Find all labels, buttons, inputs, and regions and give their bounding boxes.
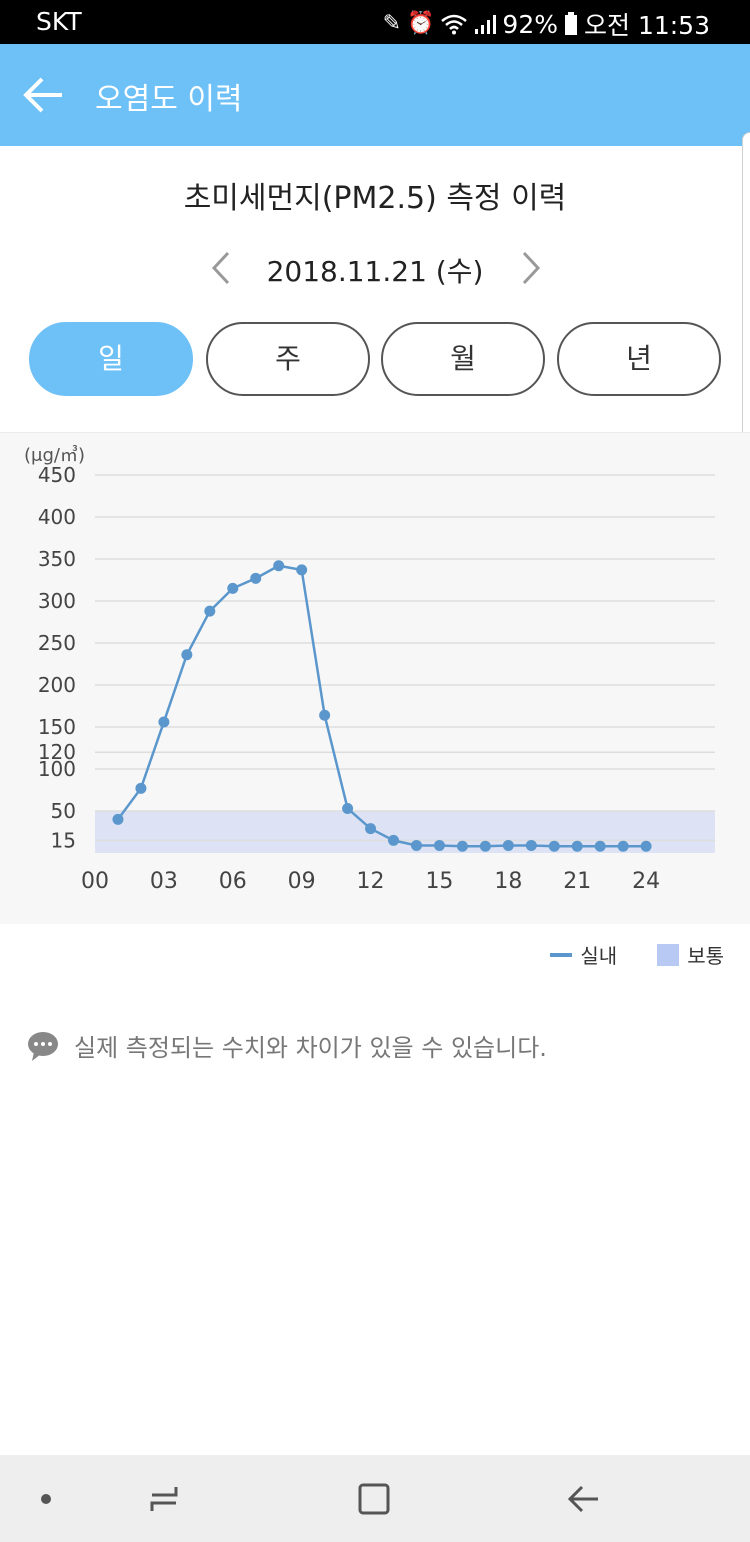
y-tick-label: 15	[51, 828, 76, 852]
data-point	[433, 839, 445, 851]
data-point	[502, 839, 514, 851]
signal-icon	[475, 15, 497, 34]
data-point	[479, 840, 491, 852]
tab-month[interactable]: 월	[381, 322, 545, 396]
period-tabs: 일 주 월 년	[0, 322, 750, 396]
y-tick-label: 200	[38, 673, 76, 697]
tab-week[interactable]: 주	[206, 322, 370, 396]
y-tick-label: 150	[38, 715, 76, 739]
section-title: 초미세먼지(PM2.5) 측정 이력	[183, 181, 567, 216]
chevron-right-icon[interactable]	[512, 248, 548, 288]
dot-icon[interactable]	[24, 1477, 68, 1521]
data-point	[594, 840, 606, 852]
chevron-left-icon[interactable]	[204, 248, 240, 288]
data-point	[181, 649, 193, 661]
home-icon[interactable]	[352, 1477, 396, 1521]
tab-day[interactable]: 일	[29, 322, 193, 396]
notice-text: 실제 측정되는 수치와 차이가 있을 수 있습니다.	[74, 1034, 547, 1062]
back-arrow-icon[interactable]	[20, 72, 66, 118]
data-point	[135, 782, 147, 794]
data-point	[571, 840, 583, 852]
y-tick-label: 100	[38, 757, 76, 781]
data-point	[319, 709, 331, 721]
x-tick-label: 09	[288, 869, 316, 894]
legend-indoor-label: 실내	[580, 944, 618, 968]
data-point	[548, 840, 560, 852]
x-tick-label: 12	[357, 869, 385, 894]
x-tick-label: 15	[425, 869, 453, 894]
data-point	[273, 560, 285, 572]
x-tick-label: 24	[632, 869, 660, 894]
data-point	[296, 564, 308, 576]
legend-line-swatch	[550, 952, 573, 957]
x-tick-label: 00	[81, 869, 109, 894]
y-tick-label: 400	[38, 505, 76, 529]
chart-legend: 실내 보통	[550, 940, 724, 969]
battery-icon	[565, 12, 577, 35]
data-point	[112, 813, 124, 825]
battery-percent: 92%	[502, 9, 558, 39]
data-point	[365, 823, 377, 835]
notice: 실제 측정되는 수치와 차이가 있을 수 있습니다.	[26, 1028, 547, 1063]
system-nav-bar	[0, 1455, 750, 1542]
page-title: 오염도 이력	[95, 82, 243, 117]
data-point	[227, 582, 239, 594]
legend-band-swatch	[657, 943, 680, 966]
data-point	[342, 802, 354, 814]
carrier-label: SKT	[36, 7, 82, 36]
data-point	[456, 840, 468, 852]
x-tick-label: 21	[563, 869, 591, 894]
date-label: 2018.11.21 (수)	[266, 255, 484, 288]
x-tick-label: 06	[219, 869, 247, 894]
data-point	[204, 605, 216, 617]
y-tick-label: 50	[51, 799, 76, 823]
recent-apps-icon[interactable]	[142, 1477, 186, 1521]
pen-icon: ✎	[382, 11, 402, 36]
app-bar: 오염도 이력	[0, 44, 750, 146]
back-icon[interactable]	[562, 1477, 606, 1521]
chart-panel: (μg/㎥) 15 50 100 120 150 200 250 300 350 400 450 00…	[0, 432, 750, 924]
data-point	[617, 840, 629, 852]
y-tick-label: 250	[38, 631, 76, 655]
speech-bubble-icon	[28, 1031, 58, 1061]
legend-normal-label: 보통	[687, 944, 724, 968]
data-point	[525, 839, 537, 851]
data-point	[410, 839, 422, 851]
data-point	[640, 840, 652, 852]
status-bar: SKT ✎ ⏰ 92% 오전 11:53	[0, 0, 750, 44]
y-tick-label: 300	[38, 589, 76, 613]
tab-year[interactable]: 년	[557, 322, 721, 396]
y-tick-label: 450	[38, 463, 76, 487]
x-tick-label: 03	[150, 869, 178, 894]
date-navigator: 2018.11.21 (수)	[0, 246, 750, 290]
y-unit-label: (μg/㎥)	[24, 445, 85, 466]
y-tick-label: 120	[38, 740, 76, 764]
status-icons: ✎ ⏰ 92% 오전 11:53	[383, 6, 710, 42]
data-point	[388, 834, 400, 846]
series-line	[116, 564, 647, 848]
alarm-icon: ⏰	[407, 11, 435, 36]
x-tick-label: 18	[494, 869, 522, 894]
data-point	[158, 716, 170, 728]
wifi-icon	[441, 14, 468, 35]
y-tick-label: 350	[38, 547, 76, 571]
clock: 오전 11:53	[584, 11, 710, 40]
data-point	[250, 572, 262, 584]
